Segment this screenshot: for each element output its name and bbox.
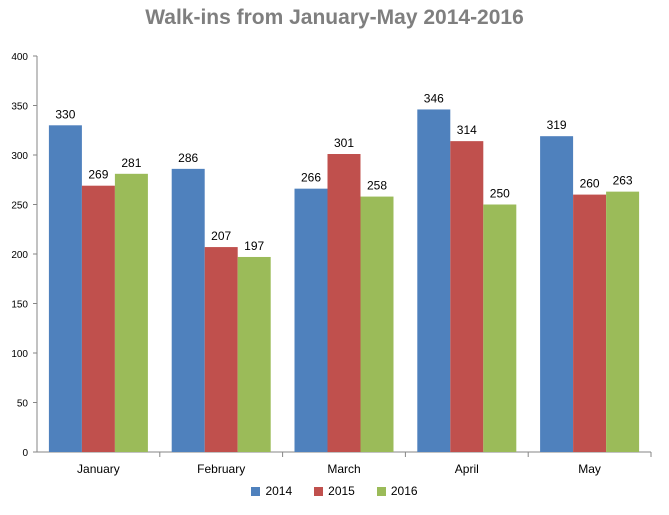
bar-2015 xyxy=(450,141,484,452)
data-label: 263 xyxy=(613,174,633,188)
data-label: 207 xyxy=(211,229,231,243)
bar-2014 xyxy=(294,188,328,452)
bar-2015 xyxy=(573,194,607,452)
legend-item: 2014 xyxy=(251,484,292,498)
data-label: 281 xyxy=(121,156,141,170)
legend-label: 2015 xyxy=(328,484,355,498)
legend-item: 2016 xyxy=(376,484,418,498)
y-tick-label: 350 xyxy=(11,102,28,113)
bar-2016 xyxy=(606,191,640,452)
chart-title: Walk-ins from January-May 2014-2016 xyxy=(145,6,524,29)
legend: 2014 2015 2016 xyxy=(0,484,669,498)
bar-2015 xyxy=(327,154,361,452)
data-label: 301 xyxy=(334,136,354,150)
x-tick-label: March xyxy=(327,462,360,476)
bar-2014 xyxy=(540,136,574,452)
x-tick-label: April xyxy=(455,462,479,476)
data-label: 197 xyxy=(244,239,264,253)
y-tick-label: 300 xyxy=(11,151,28,162)
x-tick-label: January xyxy=(77,462,120,476)
bar-2016 xyxy=(360,196,394,452)
bar-2016 xyxy=(237,256,271,452)
legend-swatch xyxy=(376,486,386,496)
data-label: 319 xyxy=(547,118,567,132)
bar-2015 xyxy=(204,247,238,452)
bar-2015 xyxy=(81,185,115,452)
y-tick-label: 400 xyxy=(11,52,28,63)
data-label: 269 xyxy=(88,168,108,182)
bar-2016 xyxy=(483,204,517,452)
y-tick-label: 200 xyxy=(11,250,28,261)
y-tick-label: 250 xyxy=(11,201,28,212)
y-tick-label: 50 xyxy=(17,399,29,410)
bar-2014 xyxy=(48,125,82,453)
data-label: 314 xyxy=(457,123,477,137)
legend-label: 2016 xyxy=(390,484,418,498)
y-tick-label: 150 xyxy=(11,300,28,311)
legend-swatch xyxy=(314,486,324,496)
data-label: 250 xyxy=(490,187,510,201)
bar-2014 xyxy=(417,109,451,453)
data-label: 266 xyxy=(301,171,321,185)
data-label: 346 xyxy=(424,91,444,105)
legend-label: 2014 xyxy=(265,484,293,498)
data-label: 330 xyxy=(55,107,75,121)
data-label: 258 xyxy=(367,179,387,193)
data-label: 260 xyxy=(580,177,600,191)
legend-swatch xyxy=(251,486,261,496)
y-tick-label: 0 xyxy=(22,448,28,459)
bar-2016 xyxy=(114,173,148,452)
x-tick-label: May xyxy=(578,462,601,476)
x-tick-label: February xyxy=(197,462,245,476)
data-label: 286 xyxy=(178,151,198,165)
legend-item: 2015 xyxy=(314,484,355,498)
bar-2014 xyxy=(171,168,205,453)
y-tick-label: 100 xyxy=(11,349,28,360)
